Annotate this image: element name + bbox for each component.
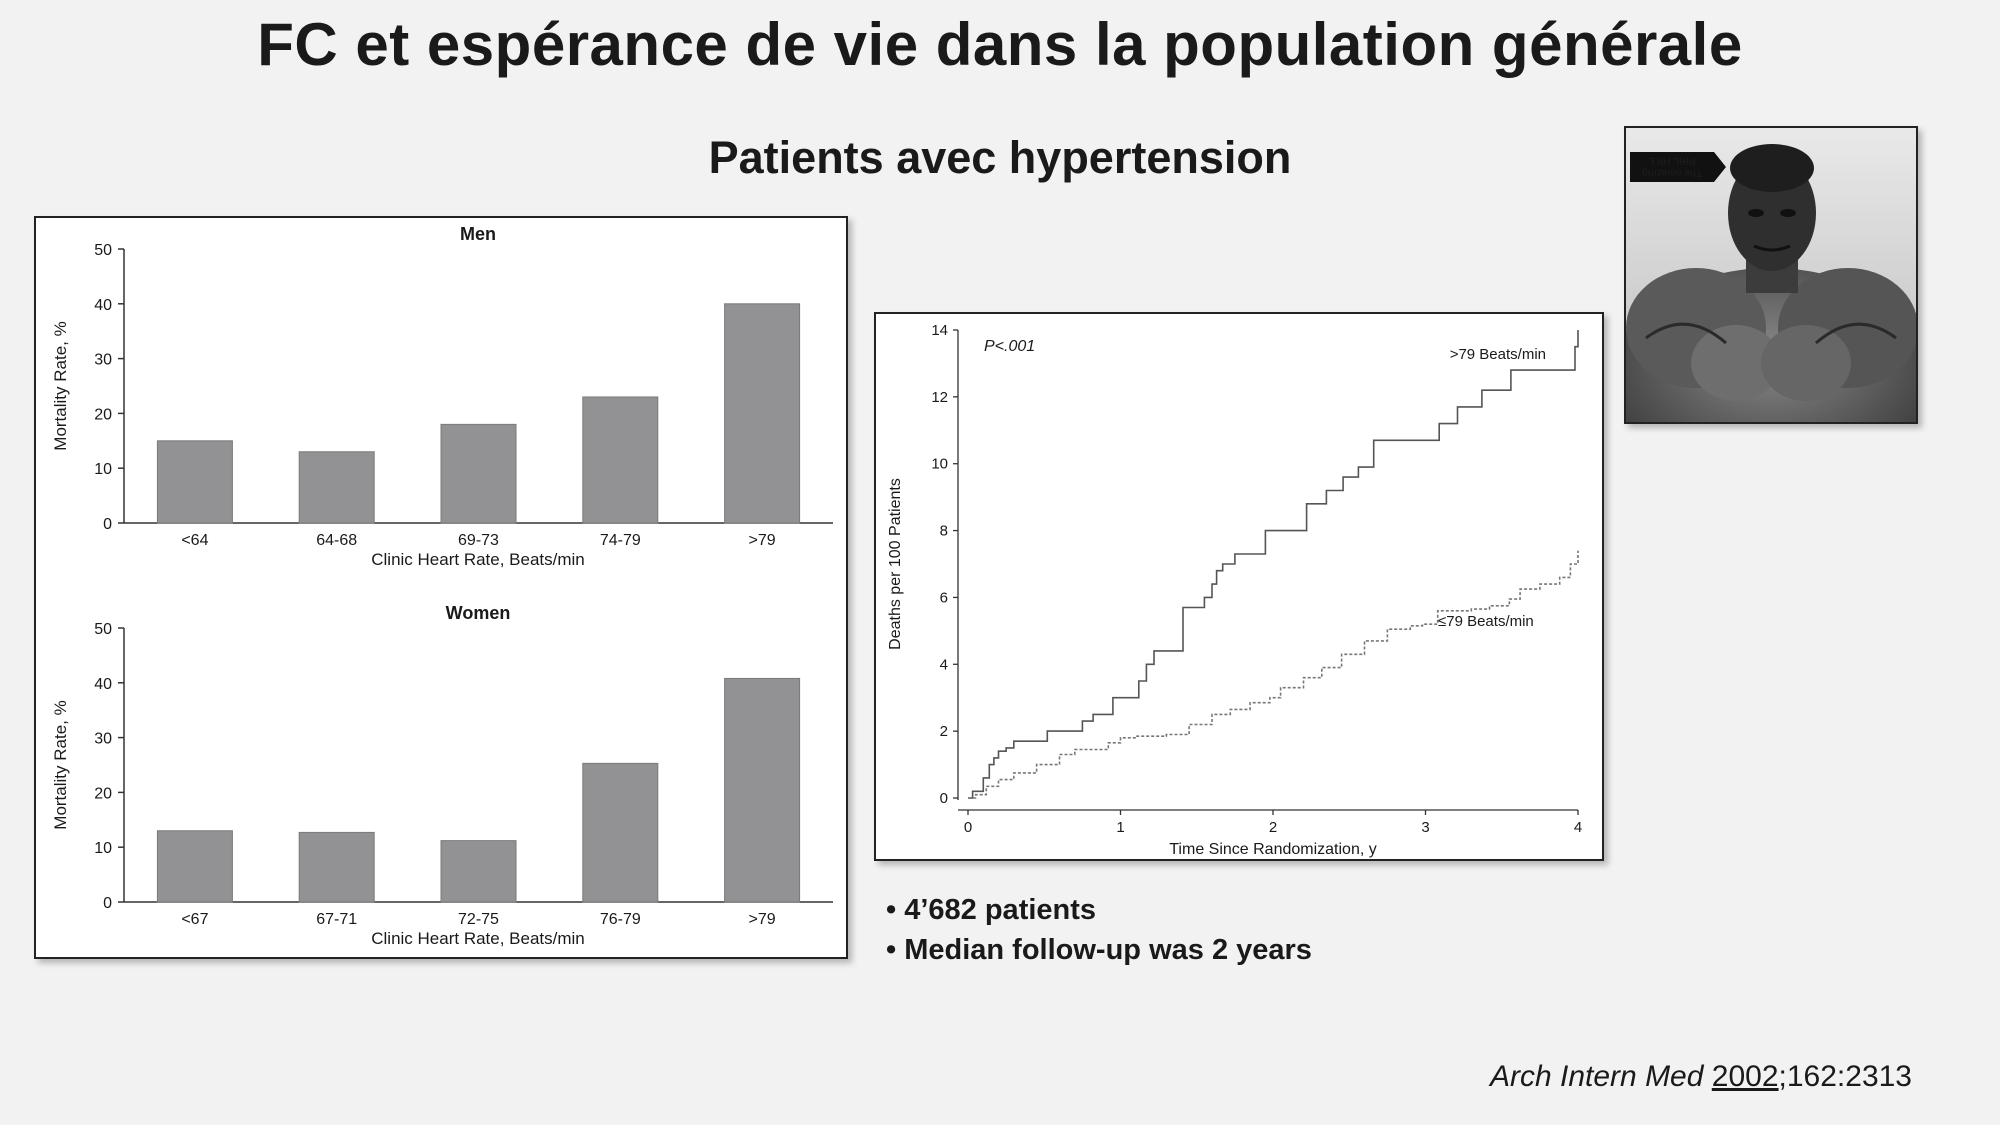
bar xyxy=(724,303,801,524)
y-axis-label: Deaths per 100 Patients xyxy=(887,478,904,650)
y-tick-label: 10 xyxy=(94,461,112,478)
series-line-79-or-below xyxy=(968,550,1579,799)
y-tick-label: 30 xyxy=(94,352,112,369)
citation-year: 2002 xyxy=(1711,1060,1779,1093)
photo-caption-line2: PHIL HILL xyxy=(1648,155,1696,166)
y-tick-label: 2 xyxy=(940,723,948,740)
p-value-annotation: P<.001 xyxy=(984,338,1035,355)
x-axis-label: Time Since Randomization, y xyxy=(1169,841,1377,858)
y-tick-label: 20 xyxy=(94,406,112,423)
mortality-bar-charts-panel: Men 0 10 20 30 40 50 <64 64-68 69-73 74-79 >79 Clini… xyxy=(34,216,848,959)
y-tick-label: 40 xyxy=(94,676,112,693)
bar xyxy=(440,423,517,524)
y-tick-label: 8 xyxy=(940,523,948,540)
y-tick-label: 50 xyxy=(94,621,112,638)
bar xyxy=(440,840,517,903)
y-tick-label: 30 xyxy=(94,731,112,748)
bar xyxy=(582,762,659,903)
citation: Arch Intern Med 2002;162:2313 xyxy=(1490,1060,1912,1094)
x-tick-label: >79 xyxy=(749,911,776,928)
x-tick-label: 69-73 xyxy=(458,532,499,549)
y-tick-label: 0 xyxy=(103,516,112,533)
x-tick-label: 64-68 xyxy=(316,532,357,549)
y-tick-label: 4 xyxy=(940,656,948,673)
bar-chart-men: Men 0 10 20 30 40 50 <64 64-68 69-73 74-79 >79 Clini… xyxy=(51,224,833,569)
x-tick-label: 0 xyxy=(964,819,972,836)
slide-title: FC et espérance de vie dans la populatio… xyxy=(257,11,1743,78)
y-axis-label: Mortality Rate, % xyxy=(51,700,70,829)
x-tick-label: 3 xyxy=(1421,819,1429,836)
y-tick-label: 10 xyxy=(931,456,948,473)
bar xyxy=(582,396,659,524)
bullet-patients: 4’682 patients xyxy=(886,890,1312,930)
bar xyxy=(298,831,375,903)
y-tick-label: 50 xyxy=(94,242,112,259)
series-line-above-79 xyxy=(968,330,1579,799)
bar-chart-women: Women 0 10 20 30 40 50 <67 67-71 72-75 76-79 >79 Cli… xyxy=(51,603,833,948)
x-tick-label: <64 xyxy=(181,532,208,549)
x-axis-label: Clinic Heart Rate, Beats/min xyxy=(371,929,585,948)
x-axis-label: Clinic Heart Rate, Beats/min xyxy=(371,550,585,569)
slide-subtitle: Patients avec hypertension xyxy=(708,132,1292,183)
x-tick-label: 67-71 xyxy=(316,911,357,928)
x-tick-label: 72-75 xyxy=(458,911,499,928)
y-tick-label: 0 xyxy=(103,895,112,912)
x-tick-label: 1 xyxy=(1116,819,1124,836)
cumulative-deaths-chart-panel: 0 2 4 6 8 10 12 14 0 1 2 3 4 Time Since Randomization… xyxy=(874,312,1604,861)
bar xyxy=(156,830,233,903)
citation-volume: ;162:2313 xyxy=(1778,1060,1912,1093)
bar xyxy=(298,451,375,524)
x-tick-label: <67 xyxy=(181,911,208,928)
mortality-bar-charts: Men 0 10 20 30 40 50 <64 64-68 69-73 74-79 >79 Clini… xyxy=(51,224,833,948)
x-tick-label: 76-79 xyxy=(600,911,641,928)
y-tick-label: 6 xyxy=(940,589,948,606)
chart-title: Men xyxy=(460,224,496,244)
citation-journal: Arch Intern Med xyxy=(1490,1060,1704,1093)
series-label-79-or-below: ≤79 Beats/min xyxy=(1438,613,1534,630)
bodybuilder-illustration: The amazing PHIL HILL xyxy=(1626,128,1916,422)
bodybuilder-photo: The amazing PHIL HILL xyxy=(1624,126,1918,424)
y-axis-label: Mortality Rate, % xyxy=(51,321,70,450)
bar xyxy=(724,677,801,903)
x-tick-label: 2 xyxy=(1269,819,1277,836)
y-tick-label: 14 xyxy=(931,322,948,339)
photo-caption-line1: The amazing xyxy=(1642,167,1703,178)
bullet-follow-up: Median follow-up was 2 years xyxy=(886,930,1312,970)
bar xyxy=(156,440,233,524)
y-tick-label: 10 xyxy=(94,840,112,857)
y-tick-label: 40 xyxy=(94,297,112,314)
x-tick-label: >79 xyxy=(749,532,776,549)
key-facts-list: 4’682 patients Median follow-up was 2 ye… xyxy=(886,890,1312,970)
y-tick-label: 0 xyxy=(940,790,948,807)
y-tick-label: 20 xyxy=(94,785,112,802)
x-tick-label: 74-79 xyxy=(600,532,641,549)
chart-title: Women xyxy=(446,603,511,623)
x-tick-label: 4 xyxy=(1574,819,1582,836)
series-label-above-79: >79 Beats/min xyxy=(1450,346,1546,363)
y-tick-label: 12 xyxy=(931,389,948,406)
